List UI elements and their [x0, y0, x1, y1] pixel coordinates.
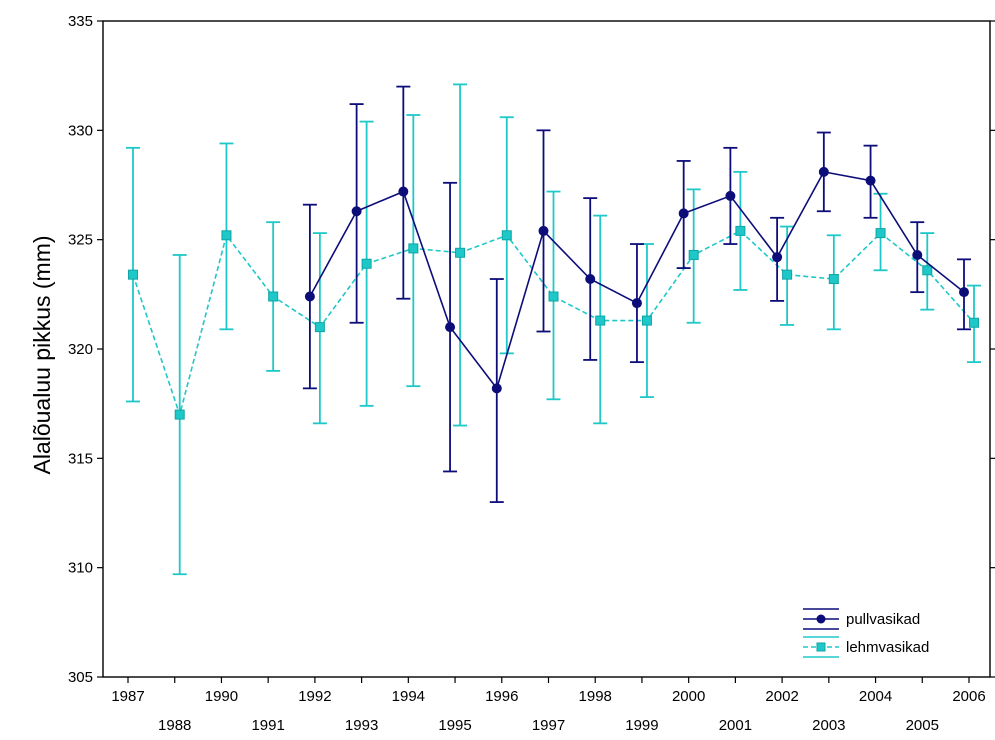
- series-lehmvasikad: [126, 83, 981, 576]
- data-point-lehmvasikad: [595, 315, 606, 326]
- y-tick-label: 330: [68, 122, 93, 139]
- x-tick-label: 1998: [579, 688, 612, 705]
- data-point-lehmvasikad: [641, 315, 652, 326]
- x-tick-label: 2000: [672, 688, 705, 705]
- data-point-pullvasikad: [398, 186, 409, 197]
- data-point-lehmvasikad: [875, 228, 886, 239]
- y-axis-title: Alalõualuu pikkus (mm): [29, 235, 55, 474]
- y-tick-label: 315: [68, 450, 93, 467]
- data-point-pullvasikad: [912, 249, 923, 260]
- x-tick-label: 2004: [859, 688, 892, 705]
- y-tick-label: 320: [68, 341, 93, 358]
- legend-item-lehmvasikad: lehmvasikad: [803, 636, 929, 658]
- data-point-lehmvasikad: [128, 269, 138, 280]
- data-point-lehmvasikad: [455, 247, 466, 258]
- data-point-pullvasikad: [445, 322, 456, 333]
- plot-frame: [102, 20, 991, 678]
- data-point-lehmvasikad: [688, 249, 699, 260]
- x-tick-label: 2003: [812, 717, 845, 734]
- legend-item-pullvasikad: pullvasikad: [803, 608, 920, 630]
- x-tick-label: 1987: [111, 688, 144, 705]
- data-point-lehmvasikad: [174, 409, 185, 420]
- plot-area: [126, 83, 981, 576]
- legend-marker-pullvasikad: [816, 614, 826, 624]
- data-point-pullvasikad: [959, 287, 969, 298]
- x-tick-label: 1993: [345, 717, 378, 734]
- data-point-pullvasikad: [818, 166, 829, 177]
- data-point-lehmvasikad: [548, 291, 559, 302]
- x-tick-label: 2002: [765, 688, 798, 705]
- x-tick-label: 1988: [158, 717, 191, 734]
- data-point-lehmvasikad: [314, 322, 325, 333]
- x-tick-label: 1990: [205, 688, 238, 705]
- data-point-lehmvasikad: [361, 258, 372, 269]
- data-point-pullvasikad: [678, 208, 689, 219]
- data-point-lehmvasikad: [828, 274, 839, 285]
- legend-label-lehmvasikad: lehmvasikad: [846, 639, 929, 656]
- x-tick-label: 2006: [952, 688, 985, 705]
- y-tick-label: 325: [68, 232, 93, 249]
- y-tick-label: 310: [68, 560, 93, 577]
- x-tick-label: 1997: [532, 717, 565, 734]
- x-tick-label: 2001: [719, 717, 752, 734]
- data-point-pullvasikad: [491, 383, 502, 394]
- legend-marker-lehmvasikad: [816, 642, 826, 652]
- y-tick-label: 335: [68, 13, 93, 30]
- data-point-lehmvasikad: [501, 230, 512, 241]
- x-tick-label: 1999: [625, 717, 658, 734]
- data-point-pullvasikad: [538, 225, 549, 236]
- data-point-lehmvasikad: [782, 269, 793, 280]
- data-point-pullvasikad: [304, 291, 315, 302]
- legend-label-pullvasikad: pullvasikad: [846, 611, 920, 628]
- x-tick-label: 1992: [298, 688, 331, 705]
- x-tick-label: 1991: [251, 717, 284, 734]
- x-tick-label: 1996: [485, 688, 518, 705]
- x-tick-label: 1995: [438, 717, 471, 734]
- data-point-pullvasikad: [725, 190, 736, 201]
- data-point-pullvasikad: [585, 274, 596, 285]
- data-point-lehmvasikad: [969, 317, 979, 328]
- legend: pullvasikad lehmvasikad: [803, 608, 929, 658]
- data-point-pullvasikad: [351, 206, 362, 217]
- data-point-lehmvasikad: [922, 265, 933, 276]
- data-point-pullvasikad: [865, 175, 876, 186]
- x-tick-label: 1994: [392, 688, 425, 705]
- x-tick-label: 2005: [906, 717, 939, 734]
- data-point-pullvasikad: [772, 252, 783, 263]
- axes: 305 310 315 320 325 330 335 1987 1990 1992 1994 199…: [68, 13, 995, 734]
- data-point-pullvasikad: [631, 298, 642, 309]
- data-point-lehmvasikad: [408, 243, 419, 254]
- data-point-lehmvasikad: [735, 225, 746, 236]
- series-pullvasikad: [302, 85, 971, 503]
- data-point-lehmvasikad: [221, 230, 232, 241]
- y-tick-label: 305: [68, 669, 93, 686]
- data-point-lehmvasikad: [268, 291, 279, 302]
